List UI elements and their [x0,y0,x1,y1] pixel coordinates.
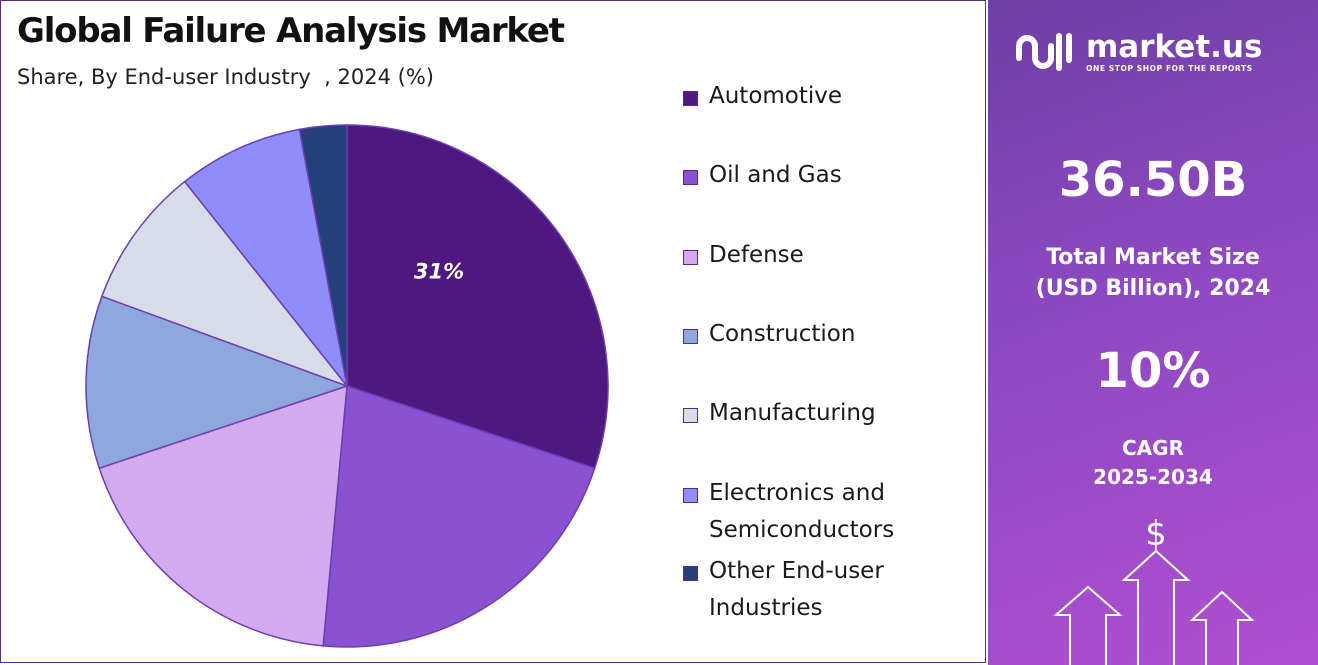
legend-swatch [683,329,698,344]
legend-swatch [683,250,698,265]
pie-slice-other-end-user-industries [298,124,348,387]
chart-panel: Global Failure Analysis Market Share, By… [0,0,986,663]
legend-item: Oil and Gas [683,162,983,194]
legend-label: Construction [709,321,856,347]
legend-item: Construction [683,321,983,353]
cagr-value: 10% [1095,343,1211,399]
pie-slice-electronics-and-semiconductors [183,128,348,387]
market-size-value: 36.50B [1058,152,1248,208]
summary-panel: market.us ONE STOP SHOP FOR THE REPORTS … [988,0,1318,665]
brand-tagline: ONE STOP SHOP FOR THE REPORTS [1086,63,1253,73]
legend-swatch [683,170,698,185]
legend-item: Automotive [683,83,983,115]
growth-arrows-icon: $ [1053,514,1255,665]
pie-slice-defense [98,384,348,647]
legend-label: Other End-user Industries [709,558,884,621]
legend-swatch [683,408,698,423]
cagr-label: CAGR 2025-2034 [1093,436,1213,489]
dollar-icon: $ [1145,514,1167,554]
legend-label: Defense [709,242,804,268]
legend-label: Manufacturing [709,400,876,426]
pie-slice-manufacturing [100,180,350,388]
chart-subtitle: Share, By End-user Industry , 2024 (%) [17,65,434,89]
pie-data-label: 31% [414,259,464,283]
legend-item: Electronics and Semiconductors [683,480,983,549]
legend-label: Electronics and Semiconductors [709,480,895,543]
legend-label: Oil and Gas [709,162,842,188]
legend-label: Automotive [709,83,843,109]
pie-slice-automotive [346,124,609,470]
pie-slice-construction [85,295,350,470]
legend-item: Other End-user Industries [683,558,983,627]
chart-title: Global Failure Analysis Market [17,11,565,51]
legend-swatch [683,488,698,503]
pie-chart: 31% [85,124,609,648]
legend-swatch [683,566,698,581]
legend-swatch [683,91,698,106]
market-us-logo-icon [1016,33,1072,71]
legend-item: Manufacturing [683,400,983,432]
market-size-label: Total Market Size (USD Billion), 2024 [1035,245,1271,301]
pie-slice-oil-and-gas [322,384,596,648]
brand-name: market.us [1086,28,1263,65]
brand-logo: market.us ONE STOP SHOP FOR THE REPORTS [1014,28,1262,74]
legend-item: Defense [683,242,983,274]
